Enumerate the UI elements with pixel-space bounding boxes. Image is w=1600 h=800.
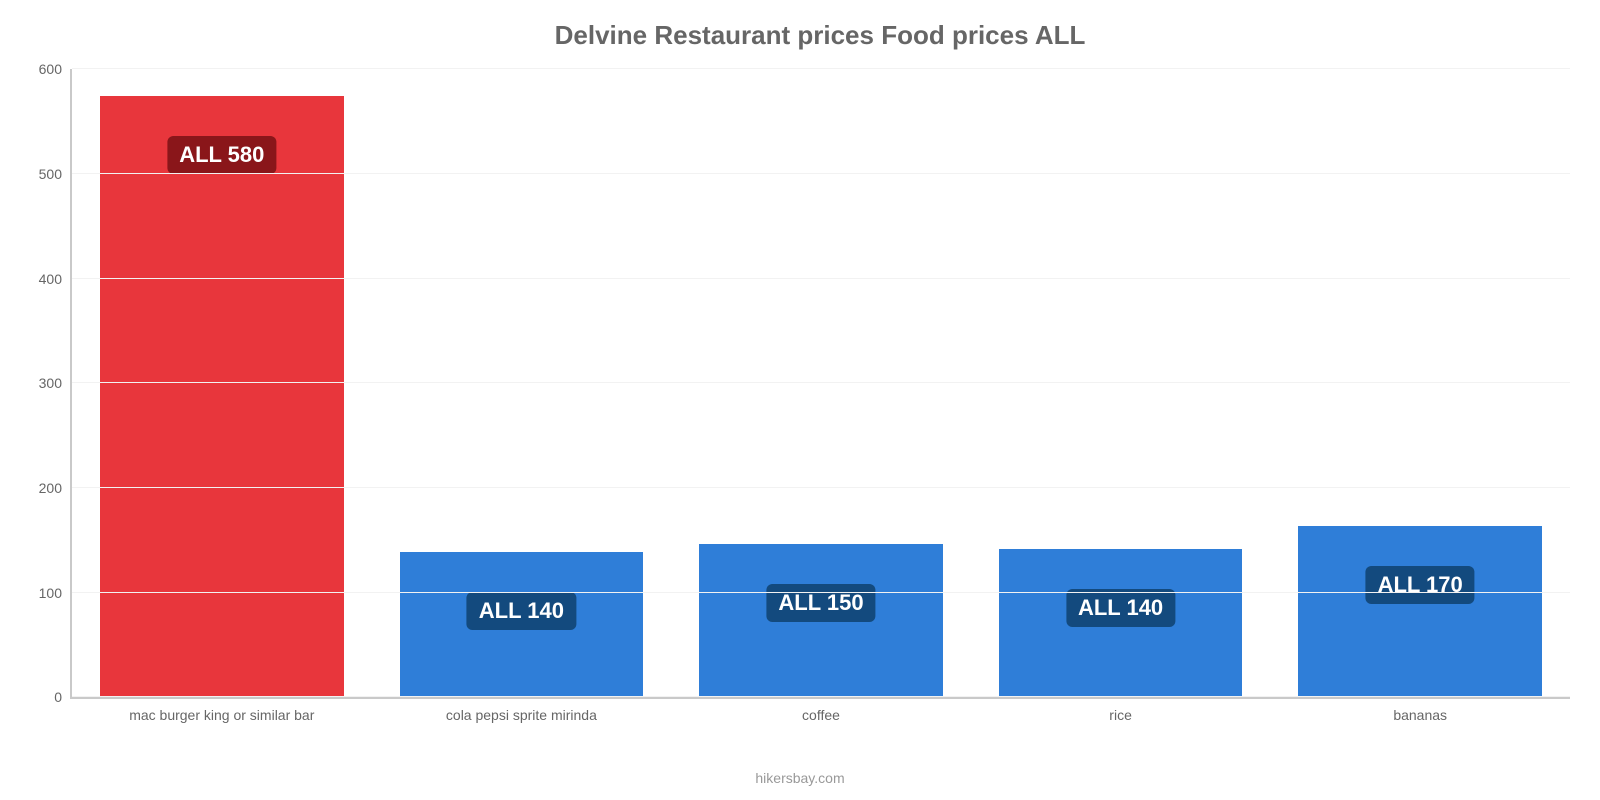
gridline [72, 487, 1570, 488]
chart-title: Delvine Restaurant prices Food prices AL… [70, 20, 1570, 51]
gridline [72, 592, 1570, 593]
bar-slot: ALL 140 [971, 69, 1271, 697]
gridline [72, 173, 1570, 174]
x-axis-label: mac burger king or similar bar [72, 707, 372, 723]
bar: ALL 170 [1297, 525, 1543, 698]
gridline [72, 68, 1570, 69]
source-label: hikersbay.com [0, 770, 1600, 786]
bar: ALL 150 [698, 543, 944, 697]
gridline [72, 696, 1570, 697]
x-axis-label: rice [971, 707, 1271, 723]
bar-slot: ALL 150 [671, 69, 971, 697]
bar: ALL 580 [99, 95, 345, 697]
gridline [72, 278, 1570, 279]
value-badge: ALL 140 [467, 592, 576, 630]
bar: ALL 140 [399, 551, 645, 698]
value-badge: ALL 140 [1066, 589, 1175, 627]
bar-slot: ALL 580 [72, 69, 372, 697]
value-badge: ALL 170 [1366, 566, 1475, 604]
y-tick-label: 300 [39, 375, 62, 391]
gridline [72, 382, 1570, 383]
y-tick-label: 0 [54, 689, 62, 705]
bars-row: ALL 580 ALL 140 ALL 150 ALL 140 ALL 170 [72, 69, 1570, 697]
x-axis-label: coffee [671, 707, 971, 723]
plot-area: ALL 580ALL 140ALL 150ALL 140ALL 170 mac … [70, 69, 1570, 699]
y-tick-label: 100 [39, 585, 62, 601]
y-tick-label: 200 [39, 480, 62, 496]
y-tick-label: 400 [39, 271, 62, 287]
y-tick-label: 500 [39, 166, 62, 182]
bar-slot: ALL 140 [372, 69, 672, 697]
value-badge: ALL 150 [766, 584, 875, 622]
value-badge: ALL 580 [167, 136, 276, 174]
bar-slot: ALL 170 [1270, 69, 1570, 697]
x-axis-label: bananas [1270, 707, 1570, 723]
x-axis-labels: mac burger king or similar barcola pepsi… [72, 697, 1570, 723]
bar: ALL 140 [998, 548, 1244, 698]
x-axis-label: cola pepsi sprite mirinda [372, 707, 672, 723]
y-tick-label: 600 [39, 61, 62, 77]
chart-container: Delvine Restaurant prices Food prices AL… [0, 0, 1600, 800]
